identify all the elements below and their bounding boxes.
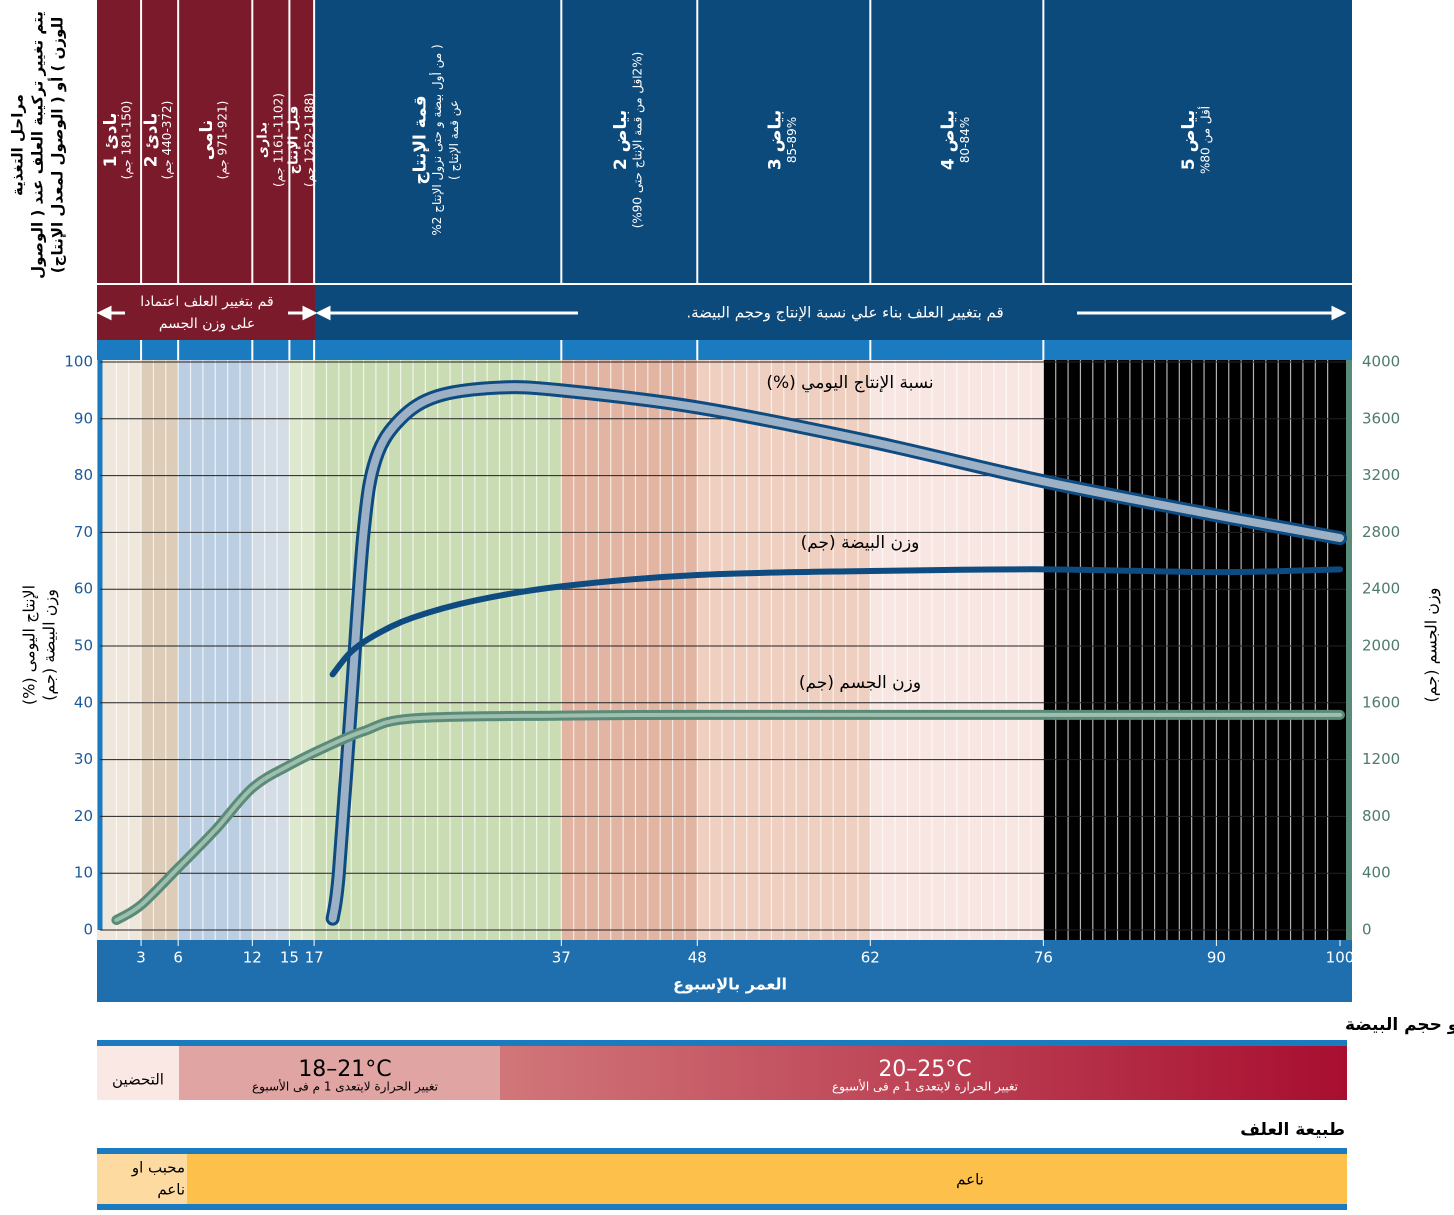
x-tick-label: 37 — [552, 949, 571, 967]
by-weight: على وزن الجسم — [159, 316, 255, 332]
feed-rest: ناعم — [956, 1171, 984, 1189]
stage-label: (1252-1188 جم) — [302, 93, 316, 187]
series-line — [329, 566, 1343, 678]
y-tick-label: 10 — [74, 864, 93, 882]
y2-tick-label: 4000 — [1362, 353, 1400, 371]
x-tick-label: 15 — [280, 949, 299, 967]
y2-axis-title: وزن الجسم (جم) — [1422, 588, 1442, 703]
x-tick-label: 48 — [688, 949, 707, 967]
stage-label: قمة الإنتاج — [411, 95, 431, 184]
series-line-highlight — [114, 712, 1342, 923]
y2-tick-label: 1200 — [1362, 750, 1400, 768]
y-tick-label: 60 — [74, 580, 93, 598]
y-tick-label: 70 — [74, 523, 93, 541]
y-tick-label: 40 — [74, 693, 93, 711]
by-production: قم بتغيير العلف بناء علي نسبة الإنتاج وح… — [686, 304, 1003, 323]
x-axis-band — [97, 940, 1352, 1002]
feed-first-band — [97, 1154, 187, 1204]
feed-title: طبيعة العلف — [1240, 1120, 1345, 1140]
y-tick-label: 20 — [74, 807, 93, 825]
stage-label: 80-84% — [958, 117, 972, 163]
stage-label: بدارى — [255, 122, 270, 158]
temp-note: تغيير الحرارة لايتعدى 1 م فى الأسبوع — [252, 1079, 438, 1095]
x-tick-label: 3 — [136, 949, 146, 967]
x-tick-label: 90 — [1207, 949, 1226, 967]
series-label: نسبة الإنتاج اليومي (%) — [766, 373, 933, 393]
arrows — [96, 305, 1347, 321]
stage-label: (2%اقل من قمة الإنتاج حتى 90%) — [630, 52, 645, 229]
feed-first: محبب او — [131, 1159, 185, 1177]
y-tick-label: 30 — [74, 750, 93, 768]
stage-label: عن قمة الإنتاج ) — [447, 100, 462, 180]
y-tick-label: 90 — [74, 409, 93, 427]
y2-tick-label: 1600 — [1362, 693, 1400, 711]
feed-band — [97, 1154, 1347, 1204]
y-tick-label: 0 — [83, 921, 93, 939]
y2-tick-label: 0 — [1362, 921, 1372, 939]
feed-line — [97, 1204, 1347, 1210]
temp-range: 20–25°C — [878, 1057, 971, 1082]
stage-label: بياض 2 — [611, 110, 631, 170]
stage-label: قبل الإنتاج — [286, 106, 301, 175]
y2-tick-label: 800 — [1362, 807, 1391, 825]
stage-label: بادئ 1 — [101, 113, 121, 168]
stage-label: نامى — [197, 120, 217, 161]
temperature-title: درجة حرارة العنبر: تستخدم الحرارة للتحكم… — [1345, 1015, 1454, 1035]
brooding-label: التحضين — [112, 1071, 164, 1089]
x-tick-label: 76 — [1034, 949, 1053, 967]
stage-label: بادئ 2 — [142, 113, 162, 168]
x-tick-label: 17 — [305, 949, 324, 967]
y2-tick-label: 2800 — [1362, 523, 1400, 541]
y-tick-label: 50 — [74, 637, 93, 655]
stage-band — [97, 360, 142, 940]
y-tick-label: 100 — [64, 353, 93, 371]
x-tick-label: 62 — [861, 949, 880, 967]
y2-tick-label: 400 — [1362, 864, 1391, 882]
y-axis-title: الإنتاج اليومى (%) — [20, 585, 40, 705]
x-tick-label: 6 — [173, 949, 183, 967]
y-axis-title: وزن البيضة (جم) — [40, 589, 60, 701]
temp-range-1 — [179, 1046, 500, 1100]
stage-label: ( من أول بيضة و حتى نزول الإنتاج 2% — [429, 44, 445, 235]
stage-label: (440-372 جم) — [160, 101, 174, 180]
series-line-highlight — [328, 383, 1344, 923]
stage-band — [252, 360, 290, 940]
stage-label: 85-89% — [785, 117, 799, 163]
y2-tick-label: 3200 — [1362, 466, 1400, 484]
stage-label: أقل من 80% — [1198, 106, 1214, 174]
y-tick-label: 80 — [74, 466, 93, 484]
stage-band — [1043, 360, 1352, 940]
x-tick-label: 12 — [243, 949, 262, 967]
y2-tick-label: 2400 — [1362, 580, 1400, 598]
series-label: وزن الجسم (جم) — [799, 673, 921, 693]
y2-tick-label: 2000 — [1362, 637, 1400, 655]
stage-band — [561, 360, 698, 940]
stage-label: (1161-1102 جم) — [271, 93, 285, 187]
feed-first: ناعم — [157, 1181, 185, 1199]
x-axis-title: العمر بالإسبوع — [673, 975, 787, 994]
temp-range: 18–21°C — [298, 1057, 391, 1082]
stage-label: بياض 5 — [1179, 110, 1199, 170]
stage-label: بياض 4 — [938, 110, 958, 170]
stage-label: (971-921 جم) — [216, 101, 230, 180]
x-tick-label: 100 — [1326, 949, 1355, 967]
temp-line — [97, 1040, 1347, 1046]
side-label: مراحل التغذية — [9, 94, 27, 196]
y2-tick-label: 3600 — [1362, 409, 1400, 427]
stage-label: بياض 3 — [765, 110, 785, 170]
by-weight: قم بتغيير العلف اعتمادا — [140, 294, 273, 310]
plot-background — [97, 360, 1352, 940]
stage-label: (181-150 جم) — [120, 101, 134, 180]
stage-band — [141, 360, 179, 940]
temp-note: تغيير الحرارة لايتعدى 1 م فى الأسبوع — [832, 1079, 1018, 1095]
strip — [97, 340, 1352, 360]
side-label: للوزن ) أو ( الوصول لمعدل الإنتاج) — [48, 17, 67, 273]
side-label: يتم تغيير تركيبة العلف عند ( الوصول — [29, 11, 47, 279]
series-label: وزن البيضة (جم) — [801, 533, 920, 553]
brooding-band — [97, 1046, 179, 1100]
feed-line — [97, 1148, 1347, 1154]
